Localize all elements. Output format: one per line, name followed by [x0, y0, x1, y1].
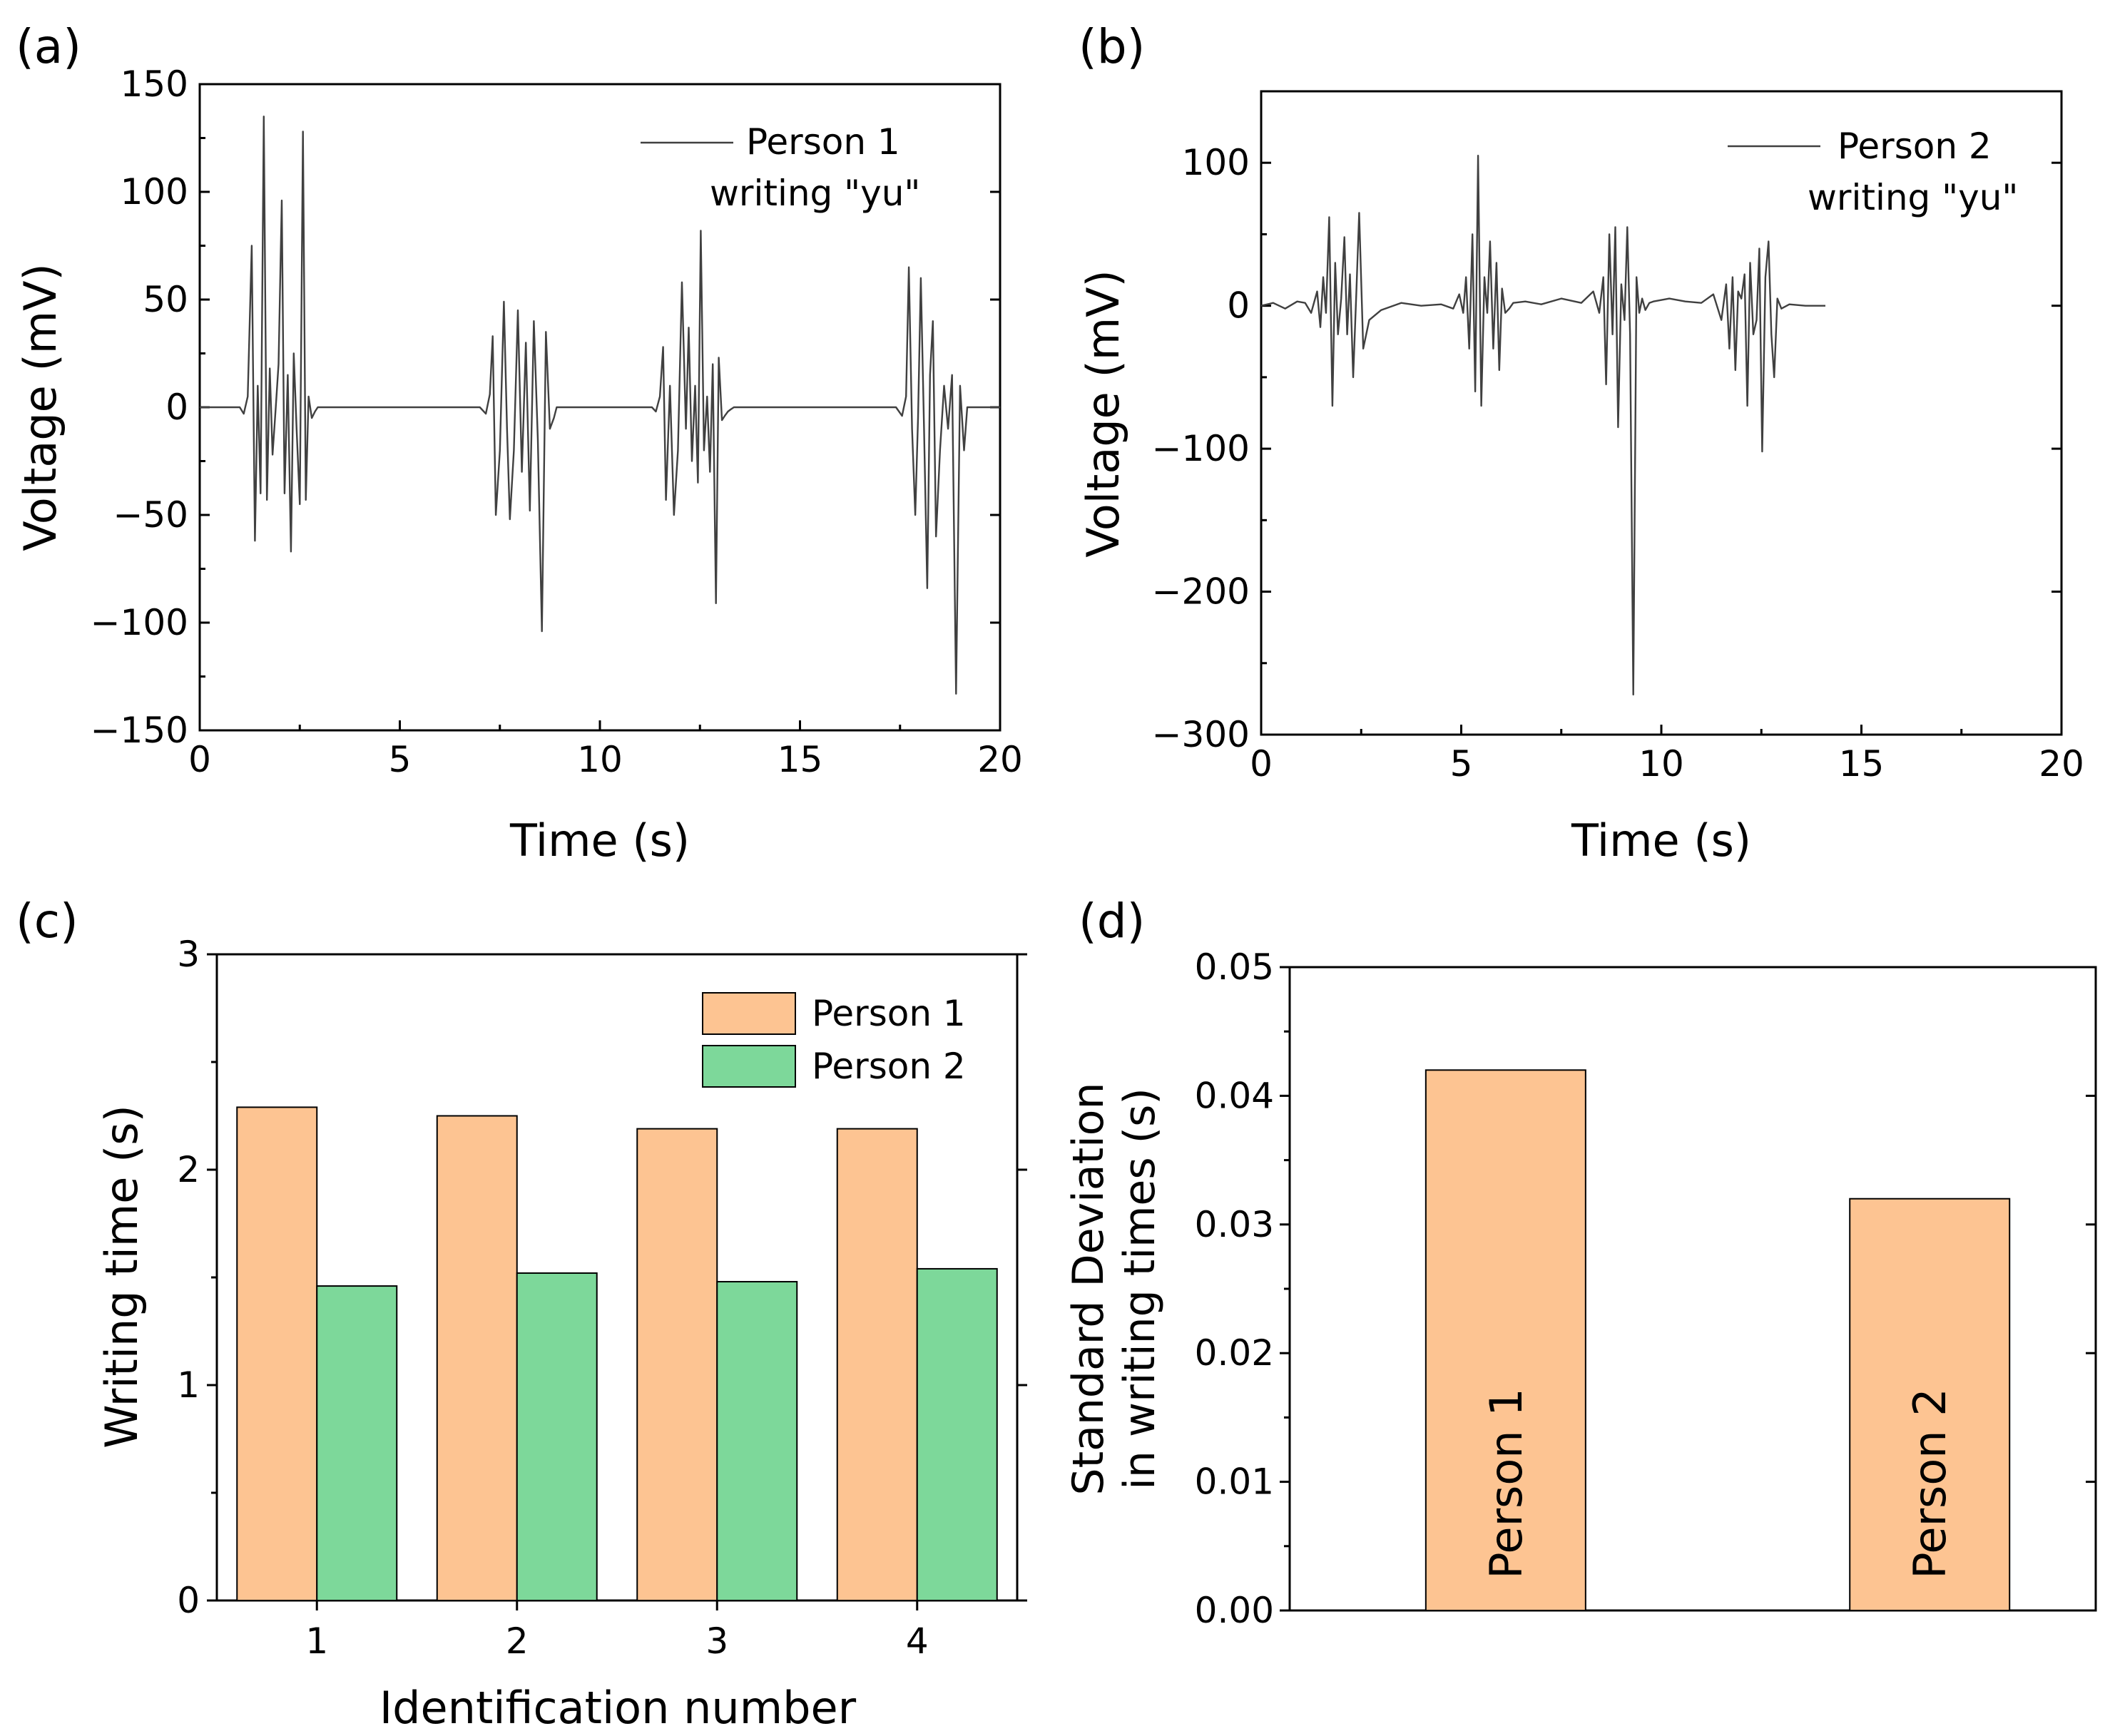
c-ytick-label: 3	[177, 934, 200, 975]
a-ytick-label: 100	[121, 171, 188, 213]
panel-c: (c) 1 2 3 4 0 1 2 3 Person 1 Person 2 Identific…	[16, 894, 1027, 1734]
c-ytick-label: 1	[177, 1364, 200, 1406]
b-ytick-label: 100	[1182, 142, 1250, 183]
panel-c-legend-label-person-2: Person 2	[812, 1046, 966, 1087]
bar-person-2-id-2	[516, 1272, 598, 1601]
d-ytick-label: 0.01	[1195, 1461, 1274, 1503]
a-xtick-label: 20	[977, 739, 1023, 780]
panel-d-ticks: 0.00 0.01 0.02 0.03 0.04 0.05	[1195, 946, 2096, 1631]
a-ytick-label: 0	[165, 387, 188, 428]
b-xtick-label: 15	[1839, 743, 1885, 785]
d-ytick-label: 0.03	[1195, 1204, 1274, 1245]
b-ytick-label: −100	[1152, 428, 1250, 469]
panel-a-label: (a)	[16, 19, 81, 74]
b-xtick-label: 20	[2039, 743, 2084, 785]
bar-person-1-id-3	[636, 1128, 718, 1601]
c-xtick-label: 2	[506, 1620, 529, 1662]
panel-c-legend-label-person-1: Person 1	[812, 993, 966, 1034]
panel-c-legend-swatch-person-1	[702, 992, 796, 1035]
b-xtick-label: 10	[1638, 743, 1684, 785]
bar-person-2-id-3	[716, 1281, 798, 1602]
a-xtick-label: 15	[778, 739, 823, 780]
panel-b-ylabel: Voltage (mV)	[1077, 270, 1129, 557]
panel-a-series-line	[200, 116, 1000, 695]
a-xtick-label: 5	[389, 739, 412, 780]
a-ytick-label: 150	[121, 63, 188, 105]
bar-person-1-id-2	[436, 1115, 518, 1601]
c-ytick-label: 2	[177, 1149, 200, 1190]
b-ytick-label: 0	[1227, 285, 1250, 327]
panel-b-series-line	[1260, 155, 1825, 696]
a-ytick-label: −50	[113, 494, 188, 536]
bar-person-1-id-4	[836, 1128, 918, 1601]
panel-c-ticks: 1 2 3 4 0 1 2 3	[177, 934, 1027, 1662]
panel-c-ylabel: Writing time (s)	[96, 1105, 148, 1449]
panel-c-legend-swatch-person-2	[702, 1045, 796, 1088]
a-ytick-label: −150	[91, 710, 188, 751]
panel-b: (b) 0 5 10 15 20 −300 −200 −100 0 100 Person 2 wr…	[1077, 19, 2084, 867]
bar-person-1	[1424, 1069, 1586, 1611]
panel-a-ticks: 0 5 10 15 20 −150 −100 −50 0 50 100 150	[91, 63, 1023, 780]
d-ytick-label: 0.02	[1195, 1332, 1274, 1374]
b-xtick-label: 5	[1450, 743, 1473, 785]
c-ytick-label: 0	[177, 1580, 200, 1621]
bar-person-2	[1849, 1198, 2011, 1611]
panel-c-legend: Person 1 Person 2	[702, 992, 966, 1088]
panel-b-legend-line1: Person 2	[1838, 126, 1992, 167]
panel-a: (a) 0 5 10 15 20 −150 −100 −50 0 50 100 150 Person …	[14, 19, 1023, 867]
panel-c-label: (c)	[16, 894, 78, 949]
a-ytick-label: −100	[91, 602, 188, 643]
c-xtick-label: 3	[705, 1620, 728, 1662]
b-ytick-label: −200	[1152, 571, 1250, 613]
panel-b-label: (b)	[1079, 19, 1145, 74]
panel-a-xlabel: Time (s)	[509, 815, 690, 867]
b-ytick-label: −300	[1152, 714, 1250, 755]
d-ytick-label: 0.00	[1195, 1590, 1274, 1631]
panel-b-ticks: 0 5 10 15 20 −300 −200 −100 0 100	[1152, 142, 2084, 785]
d-ytick-label: 0.04	[1195, 1075, 1274, 1116]
panel-b-xlabel: Time (s)	[1571, 815, 1751, 867]
c-xtick-label: 1	[305, 1620, 328, 1662]
panel-d-ylabel-line2: in writing times (s)	[1115, 1088, 1165, 1490]
panel-c-xlabel: Identification number	[379, 1682, 857, 1734]
a-xtick-label: 10	[577, 739, 623, 780]
panel-d-label: (d)	[1079, 894, 1145, 949]
panel-d-bars: Person 1 Person 2	[1424, 1069, 2011, 1611]
panel-a-legend-line2: writing "yu"	[710, 173, 920, 214]
panel-a-legend-line1: Person 1	[746, 121, 900, 163]
bar-person-1-id-1	[236, 1106, 318, 1602]
panel-a-ylabel: Voltage (mV)	[14, 263, 66, 551]
panel-a-legend: Person 1 writing "yu"	[641, 121, 920, 214]
panel-c-bars	[236, 1106, 998, 1602]
d-ytick-label: 0.05	[1195, 946, 1274, 988]
c-xtick-label: 4	[906, 1620, 929, 1662]
panel-d: (d) Person 1 Person 2 0.000.010.020.030.0…	[1064, 894, 2097, 1631]
bar-person-2-id-1	[316, 1285, 398, 1601]
panel-b-legend-line2: writing "yu"	[1808, 177, 2018, 218]
bar-label-person-1: Person 1	[1480, 1388, 1532, 1579]
panel-b-legend: Person 2 writing "yu"	[1728, 126, 2018, 218]
a-xtick-label: 0	[188, 739, 211, 780]
panel-d-ylabel-line1: Standard Deviation	[1064, 1082, 1113, 1495]
bar-label-person-2: Person 2	[1904, 1388, 1956, 1579]
a-ytick-label: 50	[143, 279, 188, 320]
b-xtick-label: 0	[1250, 743, 1273, 785]
bar-person-2-id-4	[916, 1267, 998, 1602]
